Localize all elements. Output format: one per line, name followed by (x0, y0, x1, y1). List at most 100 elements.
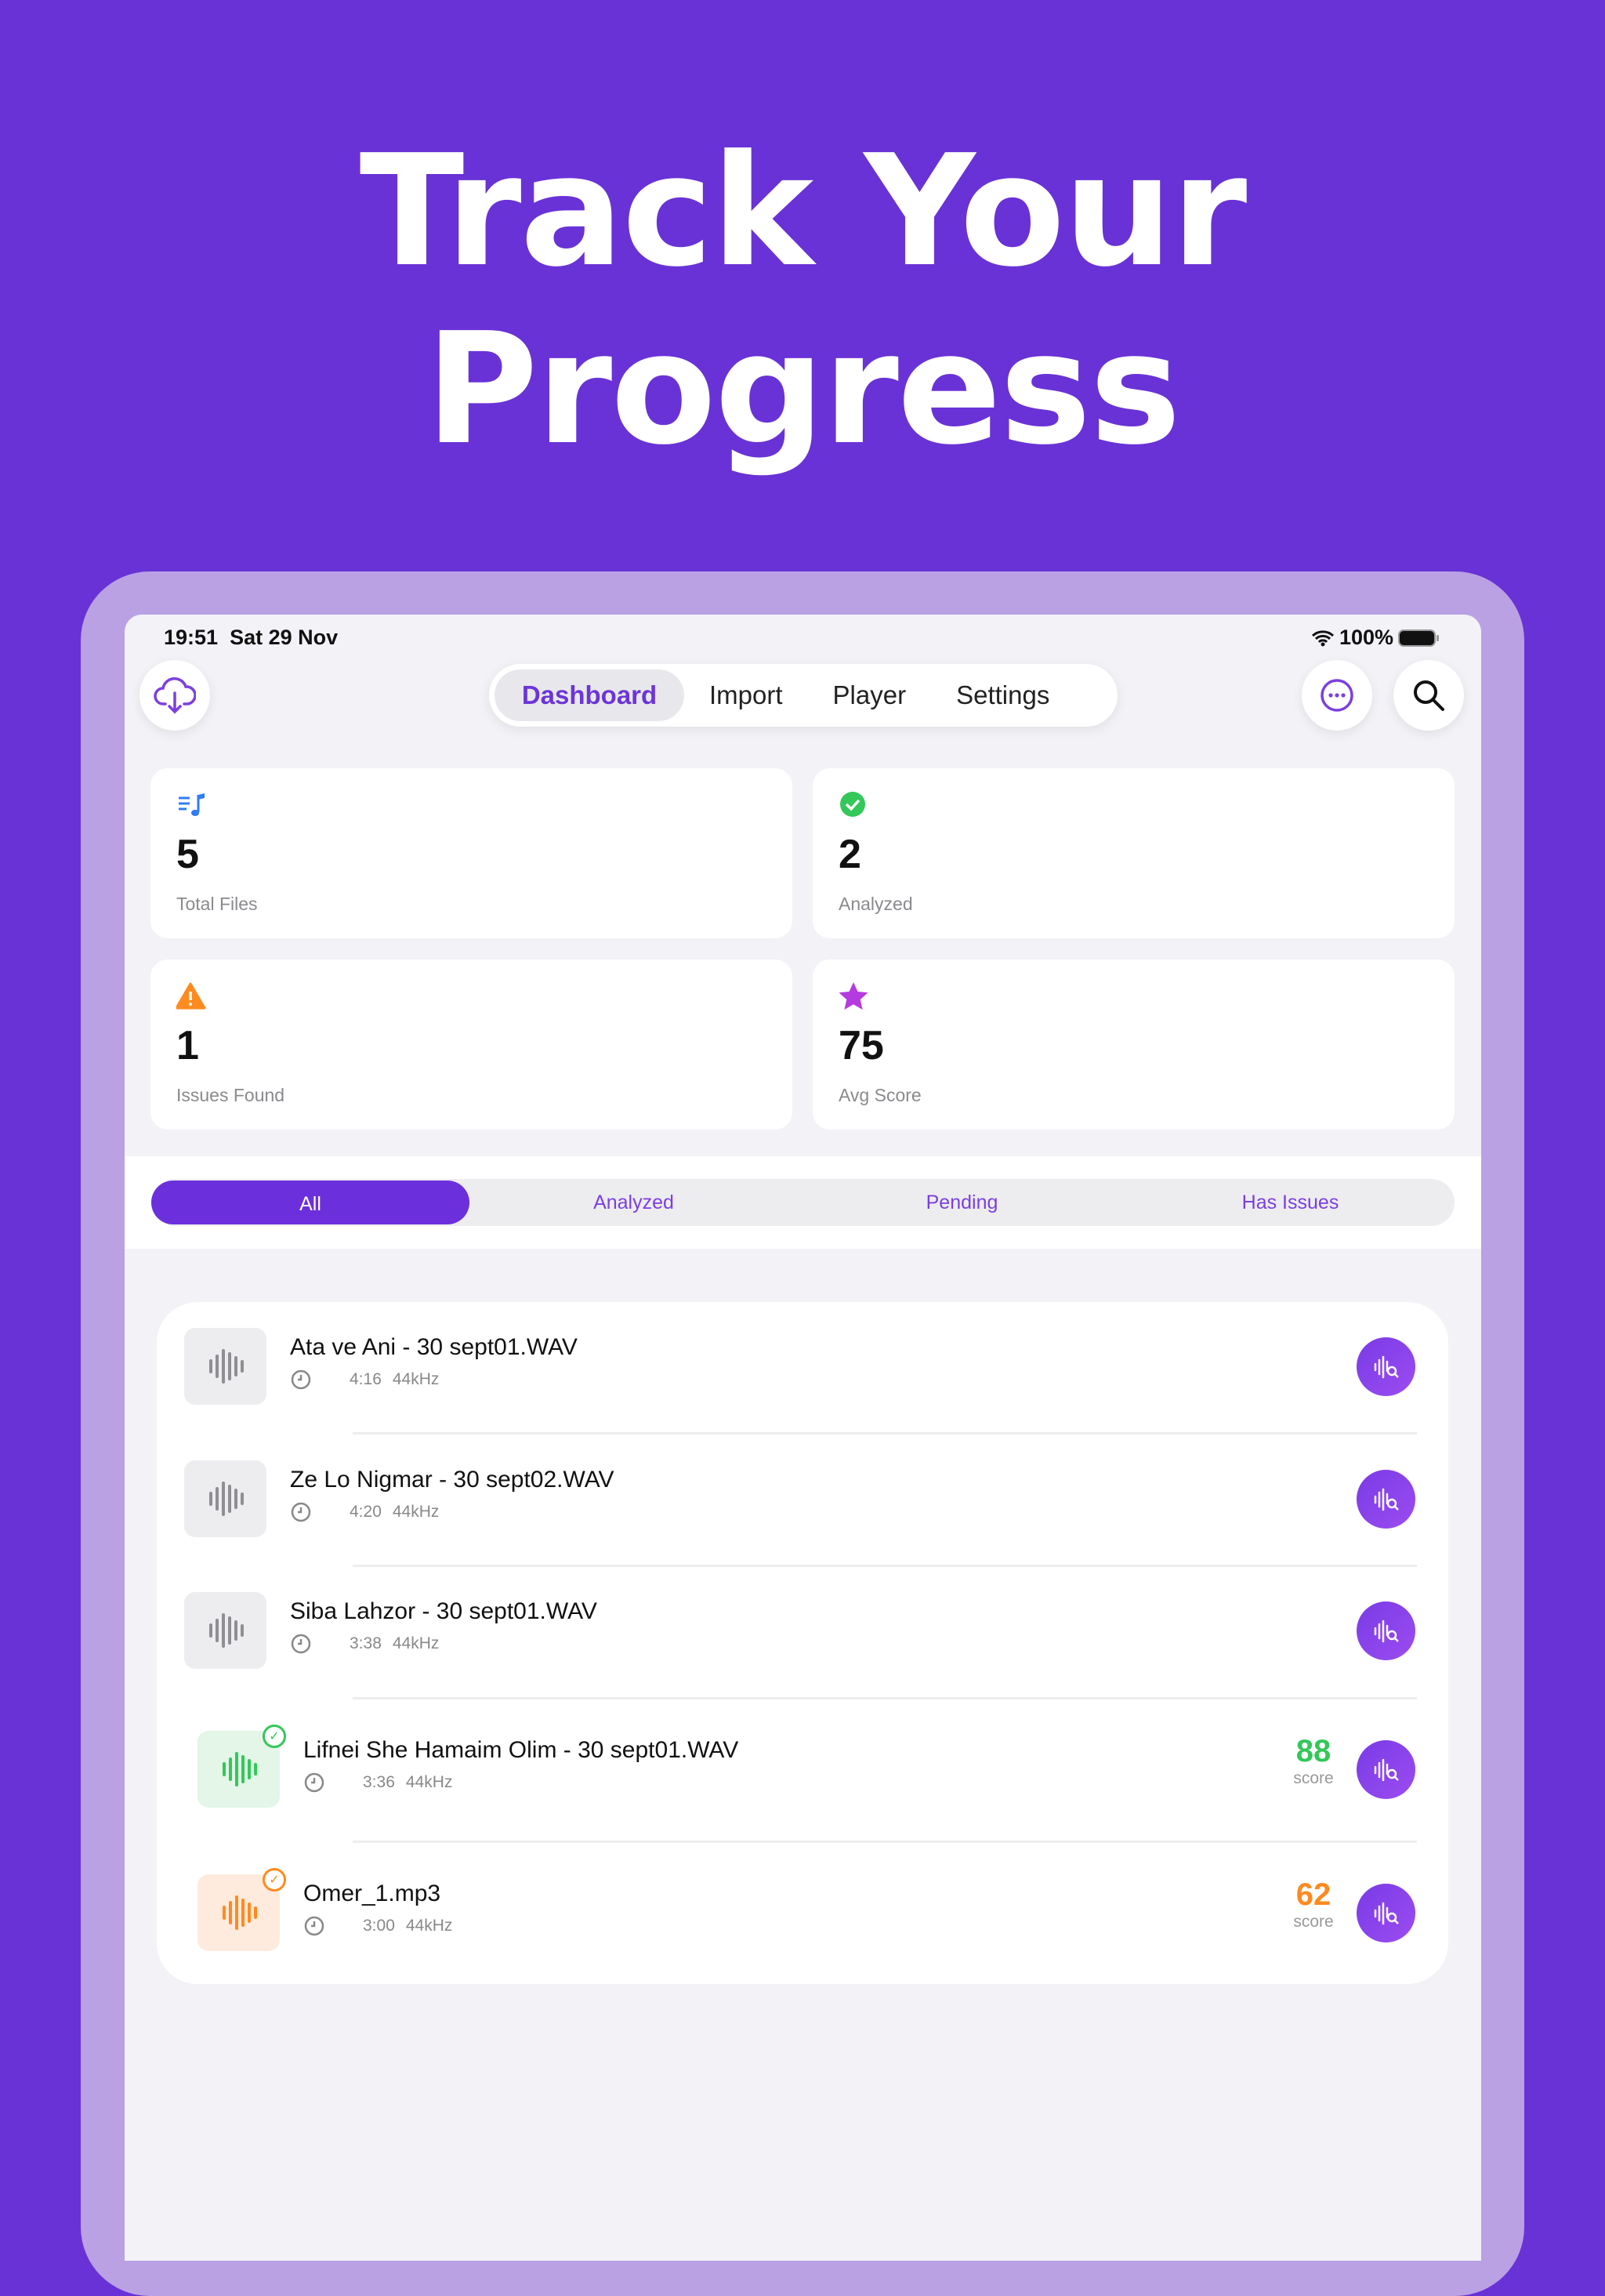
file-row[interactable]: Siba Lahzor - 30 sept01.WAV 3:38 44kHz (157, 1587, 1448, 1674)
waveform-search-icon (1374, 1355, 1399, 1378)
file-meta: 4:20 44kHz (290, 1501, 439, 1523)
file-meta: 3:38 44kHz (290, 1633, 439, 1655)
filter-analyzed[interactable]: Analyzed (593, 1192, 674, 1213)
score: 62 score (1282, 1877, 1345, 1931)
score-label: score (1293, 1913, 1334, 1931)
file-sample-rate: 44kHz (405, 1917, 453, 1935)
cloud-download-icon (154, 676, 196, 714)
status-right: 100% (1311, 626, 1440, 650)
tab-player[interactable]: Player (832, 680, 907, 709)
music-list-icon (179, 793, 205, 816)
stat-card-avg-score: 75 Avg Score (813, 959, 1455, 1130)
file-duration: 3:00 (363, 1917, 395, 1935)
analyze-button[interactable] (1357, 1884, 1415, 1942)
star-icon (839, 982, 868, 1010)
filter-all[interactable]: All (151, 1181, 469, 1224)
warning-triangle-icon (176, 982, 206, 1010)
file-name: Omer_1.mp3 (303, 1881, 441, 1906)
stat-value: 5 (176, 832, 199, 877)
waveform-icon (222, 1752, 257, 1786)
waveform-search-icon (1374, 1620, 1399, 1642)
file-list: Ata ve Ani - 30 sept01.WAV 4:16 44kHz Ze… (157, 1302, 1448, 1984)
file-row[interactable]: ✓ Lifnei She Hamaim Olim - 30 sept01.WAV… (157, 1725, 1448, 1812)
cloud-download-button[interactable] (139, 660, 210, 731)
search-icon (1414, 680, 1444, 711)
file-thumbnail: ✓ (197, 1868, 286, 1951)
file-row[interactable]: Ze Lo Nigmar - 30 sept02.WAV 4:20 44kHz (157, 1456, 1448, 1542)
file-row[interactable]: Ata ve Ani - 30 sept01.WAV 4:16 44kHz (157, 1323, 1448, 1409)
score-label: score (1293, 1769, 1334, 1787)
row-divider (353, 1841, 1417, 1843)
file-thumbnail (184, 1328, 266, 1405)
main-tab-bar: Dashboard Import Player Settings (489, 664, 1118, 727)
file-meta: 3:00 44kHz (303, 1915, 452, 1937)
ellipsis-circle-icon (1321, 679, 1353, 712)
analyze-button[interactable] (1357, 1470, 1415, 1529)
file-thumbnail: ✓ (197, 1725, 286, 1808)
stat-card-issues: 1 Issues Found (150, 959, 792, 1130)
wifi-icon (1311, 629, 1334, 646)
waveform-search-icon (1374, 1488, 1399, 1511)
status-check-icon: ✓ (263, 1868, 286, 1892)
search-button[interactable] (1393, 660, 1464, 731)
filter-pending[interactable]: Pending (926, 1192, 998, 1213)
tab-dashboard[interactable]: Dashboard (495, 669, 684, 721)
row-divider (353, 1697, 1417, 1699)
file-duration: 4:16 (350, 1370, 382, 1388)
more-button[interactable] (1302, 660, 1372, 731)
analyze-button[interactable] (1357, 1740, 1415, 1799)
stat-value: 1 (176, 1023, 199, 1068)
waveform-icon (208, 1613, 244, 1648)
score-value: 62 (1295, 1877, 1331, 1912)
headline-line-1: Track Your (359, 122, 1248, 301)
row-divider (353, 1432, 1417, 1435)
file-name: Ata ve Ani - 30 sept01.WAV (290, 1334, 578, 1360)
file-sample-rate: 44kHz (405, 1773, 453, 1791)
status-time: 19:51 Sat 29 Nov (164, 626, 339, 649)
clock-icon (291, 1369, 311, 1390)
filter-segmented-control: All Analyzed Pending Has Issues (151, 1179, 1455, 1226)
battery-percent: 100% (1339, 626, 1393, 649)
tab-import[interactable]: Import (709, 680, 783, 709)
check-circle-icon (840, 792, 865, 817)
waveform-icon (208, 1349, 244, 1384)
clock-icon (291, 1634, 311, 1654)
clock-icon (304, 1916, 324, 1936)
analyze-button[interactable] (1357, 1337, 1415, 1396)
stat-value: 2 (839, 832, 861, 877)
tab-settings[interactable]: Settings (956, 680, 1050, 709)
row-divider (353, 1565, 1417, 1567)
headline-line-2: Progress (425, 300, 1181, 479)
file-row[interactable]: ✓ Omer_1.mp3 3:00 44kHz 62 score (157, 1868, 1448, 1956)
file-duration: 4:20 (350, 1503, 382, 1521)
waveform-icon (208, 1482, 244, 1516)
waveform-icon (222, 1895, 257, 1930)
file-name: Ze Lo Nigmar - 30 sept02.WAV (290, 1467, 614, 1493)
stat-label: Issues Found (176, 1085, 285, 1105)
battery-icon (1398, 629, 1439, 647)
file-thumbnail (184, 1592, 266, 1669)
file-thumbnail (184, 1460, 266, 1537)
file-sample-rate: 44kHz (392, 1634, 440, 1652)
file-meta: 3:36 44kHz (303, 1772, 452, 1794)
score: 88 score (1282, 1734, 1345, 1788)
waveform-search-icon (1374, 1758, 1399, 1781)
waveform-search-icon (1374, 1902, 1399, 1924)
file-duration: 3:38 (350, 1634, 382, 1652)
file-name: Siba Lahzor - 30 sept01.WAV (290, 1598, 597, 1624)
clock-icon (291, 1502, 311, 1522)
stat-value: 75 (839, 1023, 884, 1068)
stat-card-total-files: 5 Total Files (150, 768, 792, 938)
score-value: 88 (1295, 1734, 1331, 1768)
analyze-button[interactable] (1357, 1601, 1415, 1660)
file-name: Lifnei She Hamaim Olim - 30 sept01.WAV (303, 1737, 739, 1763)
file-meta: 4:16 44kHz (290, 1369, 439, 1391)
clock-icon (304, 1772, 324, 1793)
filter-has-issues[interactable]: Has Issues (1241, 1192, 1339, 1213)
app-screen: 19:51 Sat 29 Nov 100% Dashboard Import P… (125, 615, 1481, 2261)
file-sample-rate: 44kHz (392, 1370, 440, 1388)
file-sample-rate: 44kHz (392, 1503, 440, 1521)
stat-label: Analyzed (839, 894, 913, 914)
stat-label: Total Files (176, 894, 258, 914)
stat-label: Avg Score (839, 1085, 922, 1105)
